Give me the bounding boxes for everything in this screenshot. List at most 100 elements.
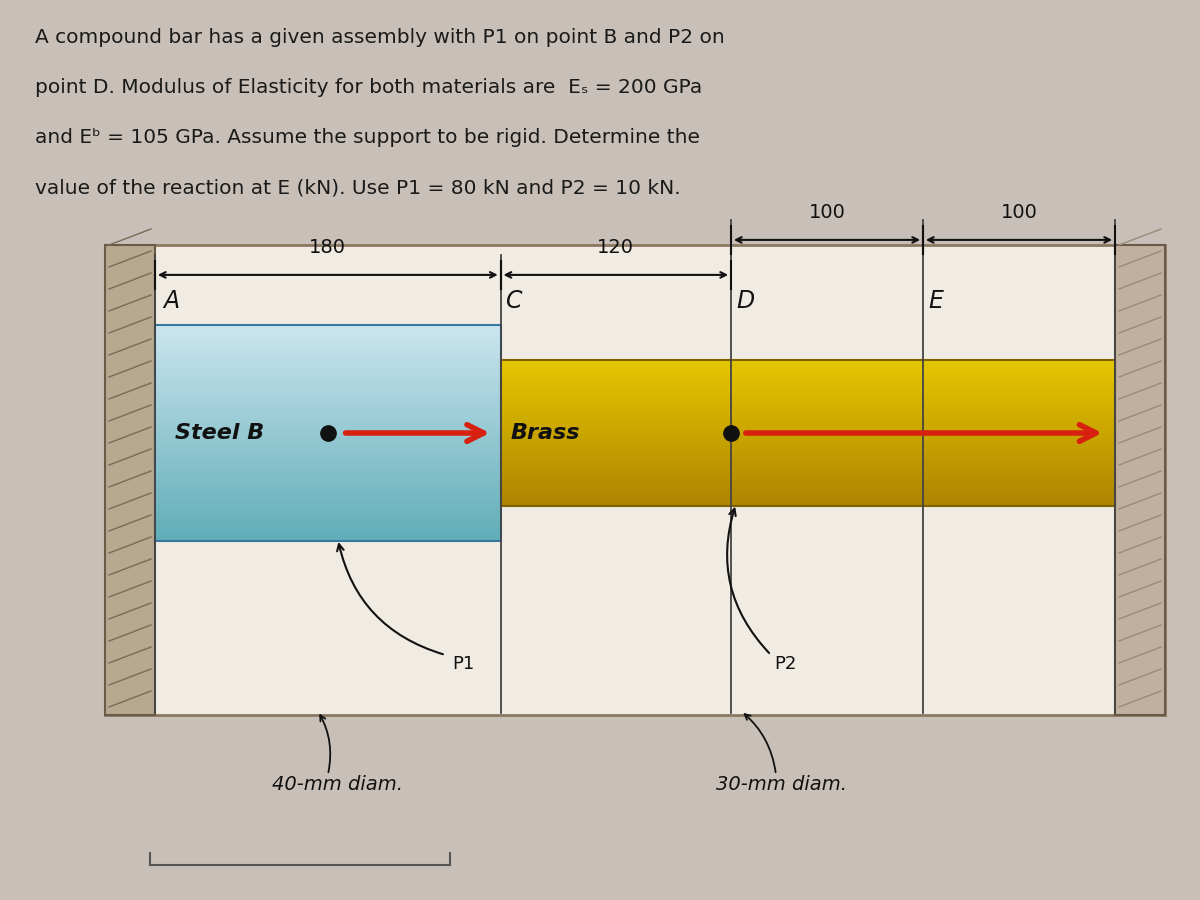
Bar — [500, 433, 1115, 436]
Bar — [500, 447, 1115, 451]
Bar — [155, 356, 500, 359]
Bar — [500, 381, 1115, 383]
Bar — [155, 472, 500, 476]
Bar — [155, 351, 500, 356]
Bar — [500, 454, 1115, 456]
Text: D: D — [736, 289, 755, 313]
Bar — [155, 450, 500, 454]
Bar — [500, 428, 1115, 430]
Bar — [500, 392, 1115, 395]
Bar — [155, 524, 500, 528]
Bar — [155, 338, 500, 342]
Bar — [155, 346, 500, 351]
Bar — [155, 359, 500, 364]
Text: 100: 100 — [1001, 202, 1038, 222]
Bar — [500, 421, 1115, 424]
Bar — [155, 377, 500, 381]
Bar — [500, 491, 1115, 494]
Bar — [155, 329, 500, 334]
Bar — [155, 390, 500, 394]
Text: 120: 120 — [598, 238, 635, 256]
Bar — [500, 456, 1115, 459]
Bar — [500, 497, 1115, 500]
Text: and Eᵇ = 105 GPa. Assume the support to be rigid. Determine the: and Eᵇ = 105 GPa. Assume the support to … — [35, 128, 700, 147]
Bar — [155, 502, 500, 507]
Bar — [155, 381, 500, 385]
Bar — [155, 420, 500, 425]
Bar — [500, 390, 1115, 392]
Bar — [500, 451, 1115, 454]
Bar — [106, 245, 155, 715]
Bar — [155, 519, 500, 524]
Bar — [500, 416, 1115, 418]
Text: 100: 100 — [809, 202, 846, 222]
Bar — [155, 425, 500, 428]
Bar — [155, 368, 500, 373]
Bar — [500, 482, 1115, 485]
Bar — [500, 407, 1115, 410]
Bar — [500, 503, 1115, 506]
Bar — [500, 462, 1115, 465]
Text: E: E — [928, 289, 943, 313]
Text: 40-mm diam.: 40-mm diam. — [272, 775, 403, 794]
Bar — [155, 325, 500, 541]
Bar — [155, 490, 500, 493]
Text: point D. Modulus of Elasticity for both materials are  Eₛ = 200 GPa: point D. Modulus of Elasticity for both … — [35, 78, 702, 97]
Bar — [155, 507, 500, 511]
Text: A: A — [163, 289, 179, 313]
Text: P2: P2 — [774, 655, 797, 673]
Bar — [155, 437, 500, 442]
Bar — [500, 360, 1115, 363]
Bar — [155, 511, 500, 515]
Text: P1: P1 — [452, 655, 475, 673]
Bar — [500, 477, 1115, 480]
Bar — [155, 468, 500, 472]
Text: Steel B: Steel B — [175, 423, 264, 443]
Bar — [500, 424, 1115, 428]
Bar — [500, 445, 1115, 447]
Text: Brass: Brass — [510, 423, 580, 443]
Bar — [155, 528, 500, 533]
Bar — [155, 464, 500, 468]
Bar — [500, 436, 1115, 439]
Bar — [155, 498, 500, 502]
Bar — [500, 386, 1115, 390]
Bar — [155, 428, 500, 433]
Bar — [500, 485, 1115, 489]
Bar — [500, 418, 1115, 421]
Bar — [155, 411, 500, 416]
Bar — [155, 325, 500, 329]
Bar — [155, 373, 500, 377]
Text: 30-mm diam.: 30-mm diam. — [715, 775, 846, 794]
Bar — [155, 402, 500, 407]
Bar — [500, 383, 1115, 386]
Bar — [500, 442, 1115, 445]
Bar — [500, 398, 1115, 400]
Bar — [500, 471, 1115, 473]
Bar — [155, 407, 500, 411]
Text: A compound bar has a given assembly with P1 on point B and P2 on: A compound bar has a given assembly with… — [35, 28, 725, 47]
Text: 180: 180 — [310, 238, 347, 256]
Bar — [500, 404, 1115, 407]
Bar — [500, 372, 1115, 374]
Text: value of the reaction at E (kN). Use P1 = 80 kN and P2 = 10 kN.: value of the reaction at E (kN). Use P1 … — [35, 178, 680, 197]
Bar — [500, 400, 1115, 404]
Bar — [500, 500, 1115, 503]
Bar — [155, 416, 500, 420]
Bar — [155, 515, 500, 519]
Bar — [500, 410, 1115, 412]
Bar — [155, 493, 500, 498]
Bar — [106, 245, 1165, 715]
Bar — [500, 374, 1115, 378]
Bar — [500, 459, 1115, 462]
Bar — [500, 494, 1115, 497]
Bar — [500, 468, 1115, 471]
Bar — [155, 446, 500, 450]
Bar — [155, 485, 500, 490]
Bar — [155, 433, 500, 437]
Bar — [500, 489, 1115, 491]
Bar — [155, 394, 500, 399]
Bar — [500, 366, 1115, 369]
Bar — [500, 473, 1115, 477]
Bar — [155, 481, 500, 485]
